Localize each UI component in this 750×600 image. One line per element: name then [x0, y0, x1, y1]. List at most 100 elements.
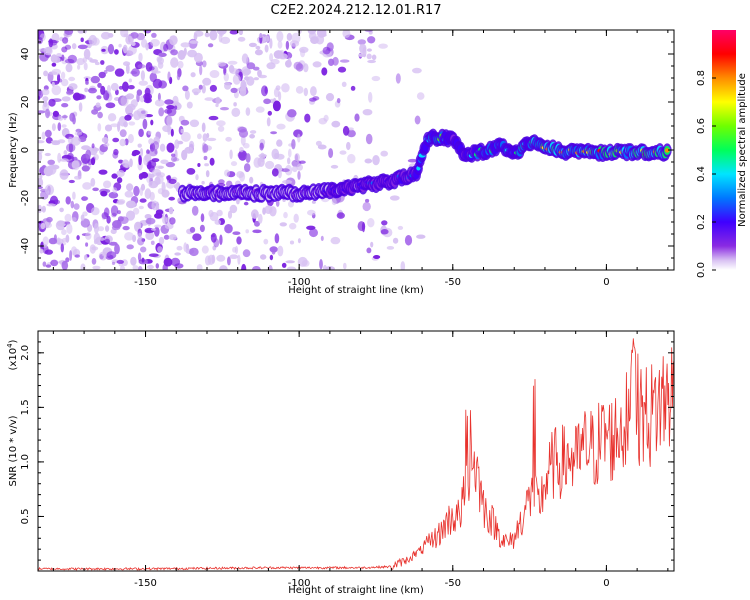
noise-blob: [104, 238, 110, 245]
noise-blob: [261, 85, 268, 97]
snr-xlabel: Height of straight line (km): [288, 585, 424, 596]
noise-blob: [45, 264, 52, 268]
noise-blob: [61, 229, 67, 236]
noise-blob: [154, 99, 165, 107]
noise-blob: [68, 76, 76, 82]
noise-blob: [201, 180, 205, 185]
noise-blob: [229, 30, 239, 35]
noise-blob: [176, 73, 181, 81]
noise-blob: [197, 163, 201, 167]
noise-blob: [166, 175, 171, 181]
noise-blob: [189, 40, 199, 44]
noise-blob: [237, 36, 246, 42]
noise-blob: [174, 252, 181, 256]
noise-blob: [272, 100, 281, 112]
noise-blob: [285, 40, 290, 50]
noise-blob: [128, 121, 136, 126]
noise-blob: [309, 97, 317, 102]
noise-blob: [150, 39, 160, 47]
spectrogram-xtick-label: -50: [445, 277, 461, 288]
noise-blob: [202, 77, 212, 86]
noise-blob: [132, 149, 141, 156]
noise-blob: [215, 96, 221, 105]
noise-blob: [45, 108, 50, 119]
noise-blob: [42, 96, 49, 102]
noise-blob: [183, 47, 187, 56]
noise-blob: [139, 95, 145, 103]
noise-blob: [103, 142, 110, 147]
noise-blob: [319, 259, 323, 270]
noise-blob: [264, 205, 273, 215]
noise-blob: [254, 220, 260, 227]
noise-blob: [65, 257, 70, 263]
noise-blob: [316, 30, 327, 38]
noise-blob: [331, 120, 341, 128]
noise-blob: [218, 179, 225, 185]
noise-blob: [171, 156, 177, 163]
noise-blob: [94, 61, 100, 66]
noise-blob: [154, 224, 162, 228]
noise-blob: [65, 196, 71, 205]
noise-blob: [350, 85, 356, 91]
noise-blob: [392, 237, 399, 244]
noise-blob: [125, 35, 133, 45]
noise-blob: [371, 54, 377, 61]
noise-blob: [204, 97, 214, 101]
noise-blob: [362, 201, 371, 212]
noise-blob: [220, 36, 231, 45]
noise-blob: [126, 244, 134, 250]
noise-blob: [287, 157, 291, 165]
spectrogram-ylabel: Frequency (Hz): [8, 112, 19, 188]
noise-blob: [245, 107, 251, 116]
noise-blob: [91, 143, 95, 149]
noise-blob: [65, 63, 73, 73]
noise-blob: [281, 168, 290, 173]
noise-blob: [232, 74, 241, 85]
noise-blob: [144, 153, 152, 163]
noise-blob: [83, 254, 88, 261]
noise-blob: [378, 43, 388, 49]
noise-blob: [122, 44, 128, 54]
noise-blob: [103, 180, 112, 189]
noise-blob: [216, 120, 226, 127]
noise-blob: [105, 102, 116, 109]
snr-series-line: [38, 338, 674, 571]
noise-blob: [108, 191, 119, 199]
noise-blob: [118, 159, 124, 164]
noise-blob: [101, 212, 109, 220]
noise-blob: [412, 67, 422, 74]
noise-blob: [183, 242, 188, 252]
noise-blob: [174, 139, 180, 150]
noise-blob: [118, 85, 124, 90]
noise-blob: [157, 61, 164, 69]
noise-blob: [381, 220, 388, 226]
noise-blob: [76, 235, 80, 241]
noise-blob: [294, 153, 300, 162]
noise-blob: [73, 203, 80, 210]
colorbar-ticks: 0.0 0.2 0.4 0.6 0.8: [696, 70, 716, 278]
noise-blob: [186, 168, 196, 175]
noise-blob: [219, 234, 223, 246]
noise-blob: [85, 80, 89, 85]
noise-blob: [207, 254, 215, 265]
noise-blob: [151, 200, 159, 211]
noise-blob: [229, 149, 233, 160]
noise-blob: [414, 115, 421, 125]
noise-blob: [62, 37, 69, 44]
noise-blob: [74, 254, 81, 258]
noise-blob: [370, 241, 374, 248]
noise-blob: [230, 161, 238, 167]
noise-blob: [181, 131, 191, 142]
noise-blob: [248, 42, 257, 48]
noise-blob: [138, 80, 148, 86]
noise-blob: [230, 87, 238, 93]
noise-blob: [341, 81, 347, 88]
noise-blob: [143, 30, 152, 34]
noise-blob: [320, 235, 324, 241]
noise-blob: [41, 131, 46, 140]
spectrogram-xlabel: Height of straight line (km): [288, 285, 424, 296]
noise-blob: [61, 115, 68, 119]
noise-blob: [167, 71, 171, 81]
noise-blob: [359, 43, 367, 54]
colorbar-gradient: [712, 30, 736, 270]
